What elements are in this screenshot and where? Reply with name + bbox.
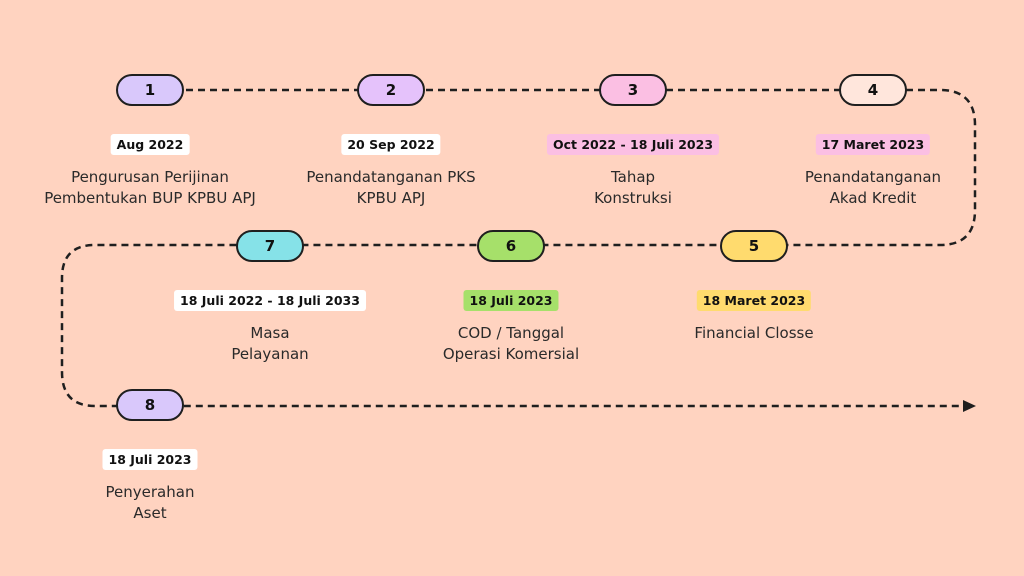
milestone-description-line: Pembentukan BUP KPBU APJ bbox=[44, 189, 256, 207]
milestone-date-2: 20 Sep 2022 bbox=[341, 134, 441, 155]
milestone-date-7: 18 Juli 2022 - 18 Juli 2033 bbox=[174, 290, 366, 311]
milestone-description-line: KPBU APJ bbox=[356, 189, 426, 207]
milestone-step-6: 6 bbox=[477, 230, 545, 262]
milestone-date-3: Oct 2022 - 18 Juli 2023 bbox=[546, 134, 720, 155]
milestone-date-1: Aug 2022 bbox=[110, 134, 190, 155]
milestone-step-8: 8 bbox=[116, 389, 184, 421]
milestone-date-6: 18 Juli 2023 bbox=[463, 290, 559, 311]
milestone-step-4: 4 bbox=[839, 74, 907, 106]
arrow-head-icon bbox=[963, 400, 976, 412]
milestone-description-3: Tahap Konstruksi bbox=[513, 167, 753, 209]
milestone-description-1: Pengurusan Perijinan Pembentukan BUP KPBU… bbox=[30, 167, 270, 209]
milestone-description-8: Penyerahan Aset bbox=[30, 482, 270, 524]
milestone-date-4: 17 Maret 2023 bbox=[815, 134, 931, 155]
milestone-description-line: Penandatanganan PKS bbox=[306, 168, 476, 186]
milestone-step-3: 3 bbox=[599, 74, 667, 106]
milestone-description-line: Penandatanganan bbox=[804, 168, 942, 186]
milestone-description-line: Akad Kredit bbox=[829, 189, 917, 207]
milestone-description-line: Aset bbox=[133, 504, 167, 522]
milestone-description-line: Tahap bbox=[610, 168, 656, 186]
milestone-step-1: 1 bbox=[116, 74, 184, 106]
milestone-step-2: 2 bbox=[357, 74, 425, 106]
milestone-description-4: Penandatanganan Akad Kredit bbox=[753, 167, 993, 209]
milestone-date-5: 18 Maret 2023 bbox=[696, 290, 812, 311]
milestone-description-line: Pengurusan Perijinan bbox=[71, 168, 229, 186]
milestone-description-line: Financial Closse bbox=[694, 324, 814, 342]
milestone-description-7: Masa Pelayanan bbox=[150, 323, 390, 365]
milestone-date-8: 18 Juli 2023 bbox=[102, 449, 198, 470]
milestone-description-line: Masa bbox=[250, 324, 290, 342]
milestone-description-5: Financial Closse bbox=[634, 323, 874, 344]
milestone-description-line: Penyerahan bbox=[105, 483, 195, 501]
milestone-step-5: 5 bbox=[720, 230, 788, 262]
milestone-description-line: COD / Tanggal bbox=[457, 324, 565, 342]
milestone-description-2: Penandatanganan PKS KPBU APJ bbox=[271, 167, 511, 209]
milestone-description-line: Operasi Komersial bbox=[442, 345, 580, 363]
milestone-step-7: 7 bbox=[236, 230, 304, 262]
milestone-description-line: Konstruksi bbox=[594, 189, 672, 207]
milestone-description-6: COD / Tanggal Operasi Komersial bbox=[391, 323, 631, 365]
milestone-description-line: Pelayanan bbox=[231, 345, 309, 363]
